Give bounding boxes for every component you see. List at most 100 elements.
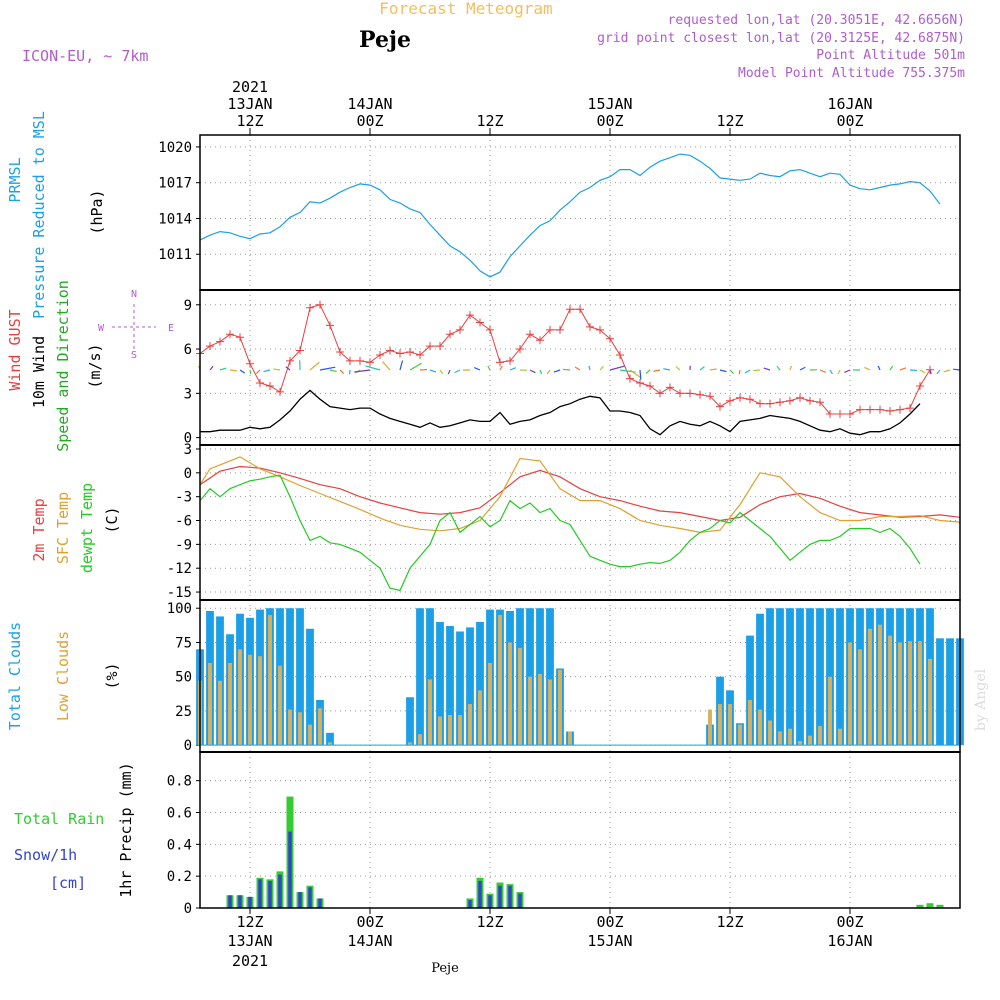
total-cloud-bar — [296, 608, 304, 746]
total-cloud-bar — [286, 608, 294, 746]
y-tick-label: 3 — [184, 386, 192, 402]
low-clouds-label: Low Clouds — [54, 631, 72, 721]
low-cloud-bar — [918, 641, 922, 746]
wind-direction-arrow — [529, 369, 536, 374]
wind-direction-arrow — [399, 360, 404, 371]
gust-marker — [876, 405, 884, 414]
y-tick-label: 0 — [184, 466, 192, 482]
bottom-axis-date: 16JAN — [827, 932, 872, 950]
wind-direction-arrow — [588, 365, 591, 371]
low-cloud-bar — [528, 676, 532, 746]
gust-marker — [866, 405, 874, 414]
low-cloud-bar — [458, 715, 462, 746]
total-cloud-bar — [306, 628, 314, 746]
total-cloud-bar — [946, 638, 954, 746]
wind-direction-arrow — [709, 368, 717, 371]
wind-direction-arrow — [629, 369, 641, 378]
gridpoint-coords: grid point closest lon,lat (20.3125E, 42… — [597, 31, 965, 46]
gust-marker — [906, 404, 914, 413]
y-tick-label: 1017 — [158, 176, 192, 192]
low-cloud-bar — [768, 720, 772, 746]
snow-bar — [248, 896, 252, 908]
wind-speed-dir-label: Speed and Direction — [54, 280, 72, 452]
low-cloud-bar — [288, 709, 292, 746]
total-cloud-bar — [806, 608, 814, 746]
gust-marker — [216, 337, 224, 346]
wind-gust-line — [199, 304, 931, 415]
snow-bar — [478, 880, 482, 908]
gust-marker — [336, 348, 344, 356]
wind-direction-arrow — [273, 368, 281, 371]
low-cloud-bar — [208, 662, 212, 746]
wind-direction-arrow — [953, 368, 961, 371]
gust-marker — [556, 325, 564, 334]
wind-direction-arrow — [877, 365, 881, 371]
temp-sfc-line — [199, 456, 961, 534]
wind-direction-arrow — [229, 369, 237, 372]
y-tick-label: 0.4 — [167, 837, 192, 853]
wind-direction-arrow — [439, 369, 444, 375]
total-cloud-bar — [816, 608, 824, 746]
panel-frame — [199, 444, 961, 601]
wind-direction-arrow — [929, 369, 932, 375]
gust-marker — [326, 321, 334, 330]
wind-direction-arrow — [837, 369, 841, 375]
low-cloud-bar — [308, 724, 312, 746]
total-cloud-bar — [406, 697, 414, 746]
rain-bar — [916, 904, 924, 908]
top-axis-time: 00Z — [596, 112, 623, 130]
clouds-unit: (%) — [103, 662, 121, 689]
pressure-unit: (hPa) — [88, 189, 106, 234]
gust-marker — [346, 356, 354, 365]
gust-marker — [926, 365, 934, 374]
wind-direction-arrow — [255, 369, 261, 375]
snow-bar — [228, 895, 232, 908]
gust-marker — [256, 379, 264, 387]
y-tick-label: 50 — [175, 670, 192, 686]
low-cloud-bar — [798, 741, 802, 746]
total-cloud-bar — [326, 732, 334, 746]
low-cloud-bar — [318, 708, 322, 746]
wind-direction-arrow — [309, 361, 320, 371]
wind-direction-arrow — [663, 368, 671, 371]
bottom-axis-time: 00Z — [356, 913, 383, 931]
low-cloud-bar — [818, 725, 822, 746]
wind-direction-arrow — [738, 369, 741, 375]
wind-direction-arrow — [599, 365, 604, 371]
wind-direction-arrow — [249, 369, 252, 375]
snow-bar — [258, 879, 262, 908]
gust-marker — [846, 410, 854, 418]
low-cloud-bar — [808, 735, 812, 746]
gust-marker — [816, 398, 824, 407]
wind-direction-arrow — [899, 367, 907, 371]
gust-marker — [446, 330, 454, 339]
y-tick-label: -6 — [175, 514, 192, 530]
gust-marker — [626, 374, 634, 383]
wind-direction-arrow — [219, 367, 227, 371]
gust-marker — [716, 402, 724, 411]
gust-marker — [206, 342, 214, 351]
prmsl-label: PRMSL — [6, 157, 24, 202]
snow-bar — [498, 885, 502, 908]
gust-marker — [496, 358, 504, 367]
low-cloud-bar — [418, 734, 422, 746]
panel-frame — [199, 599, 961, 753]
gust-marker — [286, 356, 294, 365]
total-cloud-bar — [416, 608, 424, 746]
wind-direction-arrow — [744, 369, 751, 374]
gust-marker — [576, 305, 584, 314]
wind-direction-arrow — [763, 367, 771, 371]
low-cloud-bar — [728, 704, 732, 746]
gust-marker — [486, 325, 494, 334]
gust-marker — [726, 396, 734, 405]
gust-marker — [436, 342, 444, 351]
low-cloud-bar — [848, 642, 852, 746]
top-axis-date: 13JAN — [227, 95, 272, 113]
low-cloud-bar — [568, 731, 572, 746]
top-axis-year: 2021 — [232, 78, 268, 96]
snow-bar — [288, 831, 292, 908]
total-cloud-bar — [786, 608, 794, 746]
snow-bar — [278, 874, 282, 908]
low-cloud-bar — [558, 669, 562, 746]
gust-marker — [386, 346, 394, 355]
